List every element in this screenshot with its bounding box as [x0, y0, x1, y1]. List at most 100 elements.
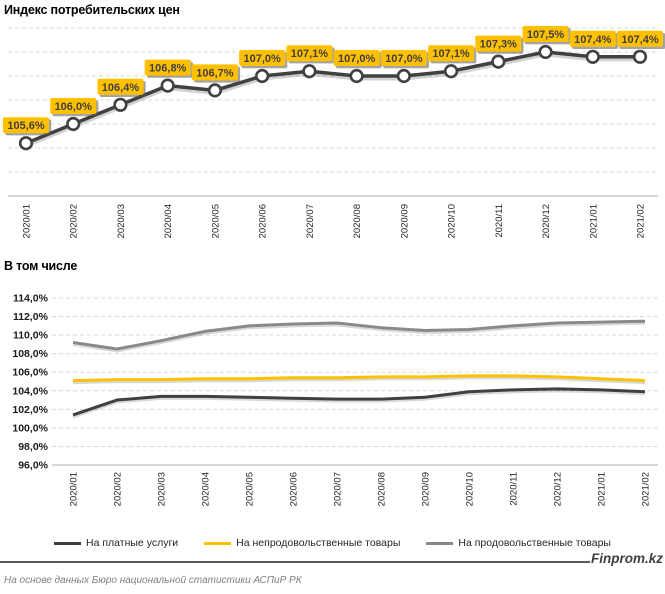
divider-line: [0, 560, 590, 563]
data-label-badge: [617, 30, 663, 47]
data-point-marker: [632, 49, 648, 64]
x-axis-label: 2020/11: [509, 472, 520, 506]
data-label-badge: [97, 78, 144, 95]
source-note: На основе данных Бюро национальной стати…: [4, 575, 302, 586]
x-axis-label: 2020/04: [201, 472, 212, 506]
data-label-badge: [522, 26, 569, 42]
data-point-marker: [443, 64, 459, 79]
data-point-marker: [396, 68, 411, 84]
y-axis-labels: 114,0% 112,0% 110,0% 108,0% 106,0% 104,0% 102,…: [12, 293, 48, 472]
legend-swatch: [54, 541, 82, 545]
data-point-marker: [66, 116, 81, 132]
data-point-marker: [18, 136, 34, 151]
data-label-badge: [50, 98, 97, 114]
data-point-marker: [491, 54, 506, 69]
x-axis-label: 2020/10: [465, 472, 476, 506]
x-axis-label: 2020/09: [421, 472, 432, 506]
x-axis-label: 2021/01: [597, 472, 608, 506]
x-axis-labels: 2020/01 2020/02 2020/03 2020/04 2020/05 2020/…: [69, 472, 652, 506]
data-label-text: 107,3%: [480, 39, 518, 51]
series-line-0: [72, 387, 646, 417]
x-axis-label: 2020/05: [210, 204, 221, 238]
legend-label: На продовольственные товары: [458, 537, 611, 549]
data-label-text: 107,0%: [385, 53, 423, 65]
y-axis-label: 96,0%: [18, 460, 48, 472]
data-label-text: 107,1%: [291, 48, 329, 60]
data-point-marker: [538, 44, 553, 60]
x-axis-labels: 2020/01 2020/02 2020/03 2020/04 2020/05 2020/…: [22, 204, 647, 238]
y-axis-label: 112,0%: [13, 311, 49, 323]
data-label-badge: [428, 45, 475, 62]
gridlines: [52, 297, 658, 447]
x-axis-label: 2020/06: [289, 472, 300, 506]
y-axis-label: 100,0%: [12, 422, 48, 434]
x-axis-label: 2020/05: [245, 472, 256, 506]
data-label-text: 106,0%: [55, 101, 93, 113]
data-label-text: 107,4%: [621, 34, 659, 46]
data-label-badge: [333, 50, 380, 66]
series-shadow: [72, 321, 646, 353]
y-axis-label: 110,0%: [13, 330, 49, 342]
series-line-cpi: [25, 50, 640, 145]
y-axis-label: 114,0%: [13, 293, 49, 305]
x-axis-label: 2020/08: [377, 472, 388, 506]
x-axis-label: 2020/03: [157, 472, 168, 506]
x-axis-label: 2021/01: [588, 204, 599, 238]
legend-item-2: На продовольственные товары: [426, 537, 611, 549]
x-axis-label: 2020/12: [553, 472, 564, 506]
legend-swatch: [426, 541, 454, 545]
data-point-marker: [113, 97, 128, 112]
data-point-marker: [302, 64, 317, 79]
x-axis-label: 2021/02: [636, 204, 647, 238]
data-label-text: 107,5%: [527, 29, 565, 41]
data-point-marker: [207, 83, 223, 98]
legend-label: На непродовольственные товары: [236, 537, 401, 549]
components-line-chart: 114,0% 112,0% 110,0% 108,0% 106,0% 104,0% 102,…: [12, 293, 658, 506]
chart1-title: Индекс потребительских цен: [4, 3, 180, 17]
legend-item-0: На платные услуги: [54, 537, 178, 549]
x-axis-label: 2020/06: [258, 204, 269, 238]
data-label-text: 105,6%: [7, 120, 45, 132]
data-label-badge: [569, 30, 616, 47]
x-axis-label: 2020/02: [69, 204, 80, 238]
y-axis-label: 98,0%: [18, 441, 48, 453]
data-point-marker: [255, 68, 270, 84]
series-shadow: [72, 389, 646, 419]
legend: На платные услуги На непродовольственные …: [0, 537, 665, 549]
legend-swatch: [204, 541, 232, 545]
x-axis-label: 2020/01: [22, 204, 33, 238]
x-axis-label: 2020/08: [352, 204, 363, 238]
data-label-text: 106,7%: [196, 67, 234, 79]
data-label-badge: [380, 50, 427, 66]
data-label-badge: [286, 45, 333, 62]
legend-label: На платные услуги: [86, 537, 179, 549]
x-axis-label: 2020/01: [69, 472, 80, 506]
data-label-text: 106,4%: [102, 82, 140, 94]
x-axis-label: 2020/12: [541, 204, 552, 238]
y-axis-label: 108,0%: [12, 348, 48, 360]
y-axis-label: 104,0%: [12, 385, 48, 397]
series-shadow: [25, 52, 640, 148]
brand-watermark: Finprom.kz: [590, 551, 663, 566]
data-point-marker: [160, 78, 175, 93]
series-line-1: [72, 374, 646, 383]
data-label-badge: [3, 117, 49, 134]
x-axis-label: 2020/04: [163, 204, 174, 238]
y-axis-label: 102,0%: [12, 404, 48, 416]
data-label-text: 106,8%: [149, 63, 187, 75]
x-axis-label: 2020/03: [116, 204, 127, 238]
series-shadow: [72, 376, 646, 385]
data-label-badge: [144, 59, 191, 76]
data-label-badge: [191, 64, 238, 81]
data-label-text: 107,0%: [243, 53, 281, 65]
x-axis-label: 2020/11: [494, 204, 505, 238]
x-axis-label: 2020/02: [113, 472, 124, 506]
series-line-2: [72, 319, 646, 351]
data-label-badge: [475, 35, 522, 52]
x-axis-label: 2020/10: [447, 204, 458, 238]
data-point-markers: [18, 44, 648, 151]
x-axis-label: 2020/07: [305, 204, 316, 238]
chart2-title: В том числе: [4, 259, 78, 273]
x-axis-label: 2020/09: [399, 204, 410, 238]
